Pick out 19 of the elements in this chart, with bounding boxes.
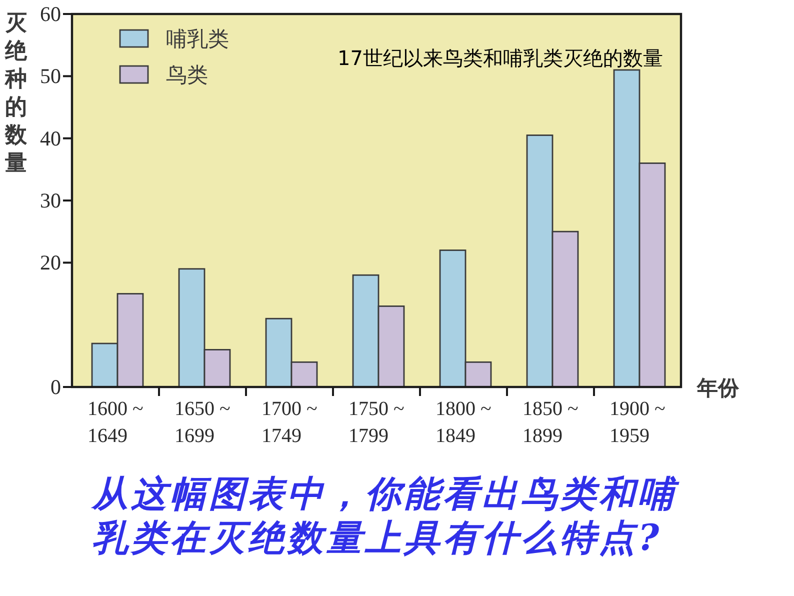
y-tick-label: 60 — [40, 2, 61, 26]
y-tick-label: 20 — [40, 250, 61, 275]
legend-label: 鸟类 — [166, 63, 208, 87]
x-tick-label: 1600 ~ 1649 — [88, 398, 144, 447]
x-tick-label: 1900 ~ 1959 — [610, 398, 666, 447]
text: 17世纪以来鸟类和哺乳类灭绝的数量 — [338, 46, 663, 70]
x-tick-label: 1850 ~ 1899 — [522, 398, 578, 447]
y-tick-label: 30 — [40, 188, 61, 212]
x-tick-label: 1800 ~ 1849 — [436, 398, 492, 447]
x-tick-label: 1750 ~ 1799 — [348, 398, 404, 447]
x-tick-label: 1650 ~ 1699 — [174, 398, 230, 447]
y-axis-title: 灭绝种的数量 — [4, 11, 28, 176]
y-tick-label: 0 — [50, 375, 61, 399]
x-axis-title: 年份 — [696, 376, 740, 400]
x-tick-label: 1700 ~ 1749 — [262, 398, 318, 447]
y-tick-label: 50 — [40, 64, 61, 88]
y-tick-label: 40 — [40, 126, 61, 150]
text: 从这幅图表中，你能看出鸟类和哺乳类在灭绝数量上具有什么特点? — [92, 472, 680, 560]
legend-label: 哺乳类 — [166, 27, 229, 51]
